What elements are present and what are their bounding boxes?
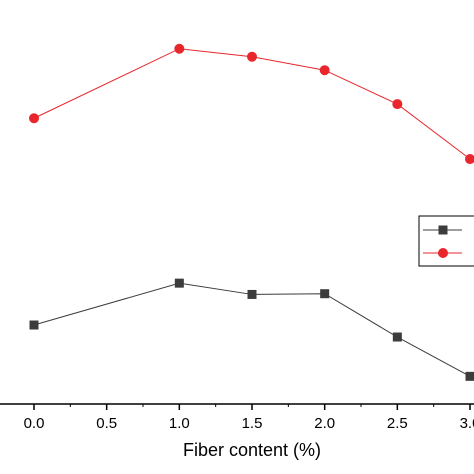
data-point (174, 43, 185, 54)
legend (418, 215, 474, 267)
x-tick-label: 3.0 (460, 415, 474, 432)
data-point (392, 99, 403, 110)
data-point (320, 289, 330, 299)
data-point (247, 289, 257, 299)
data-point (465, 154, 474, 165)
data-point (29, 113, 39, 124)
data-point (465, 371, 474, 381)
data-point (319, 65, 330, 76)
x-tick-label: 0.5 (96, 415, 117, 432)
legend-marker (438, 248, 448, 258)
series-1 (29, 43, 474, 165)
legend-entry (423, 225, 462, 235)
series-2 (29, 278, 474, 381)
x-tick-label: 2.0 (314, 415, 335, 432)
x-tick-label: 1.5 (242, 415, 263, 432)
series-line (33, 48, 471, 160)
x-axis-title: Fiber content (%) (183, 440, 321, 460)
series-line (33, 282, 471, 377)
x-tick-label: 2.5 (387, 415, 408, 432)
data-point (392, 332, 402, 342)
legend-entry (423, 248, 462, 258)
data-point (29, 320, 39, 330)
x-tick-label: 1.0 (169, 415, 190, 432)
data-point (174, 278, 184, 288)
legend-items (423, 225, 462, 258)
x-tick-label: 0.0 (24, 415, 45, 432)
legend-marker (438, 225, 448, 235)
legend-box (418, 215, 474, 267)
series-layer (29, 43, 474, 381)
data-point (247, 51, 257, 62)
x-axis-ticks: 0.0 0.5 1.0 1.5 2.0 2.5 3.0 (24, 404, 474, 432)
